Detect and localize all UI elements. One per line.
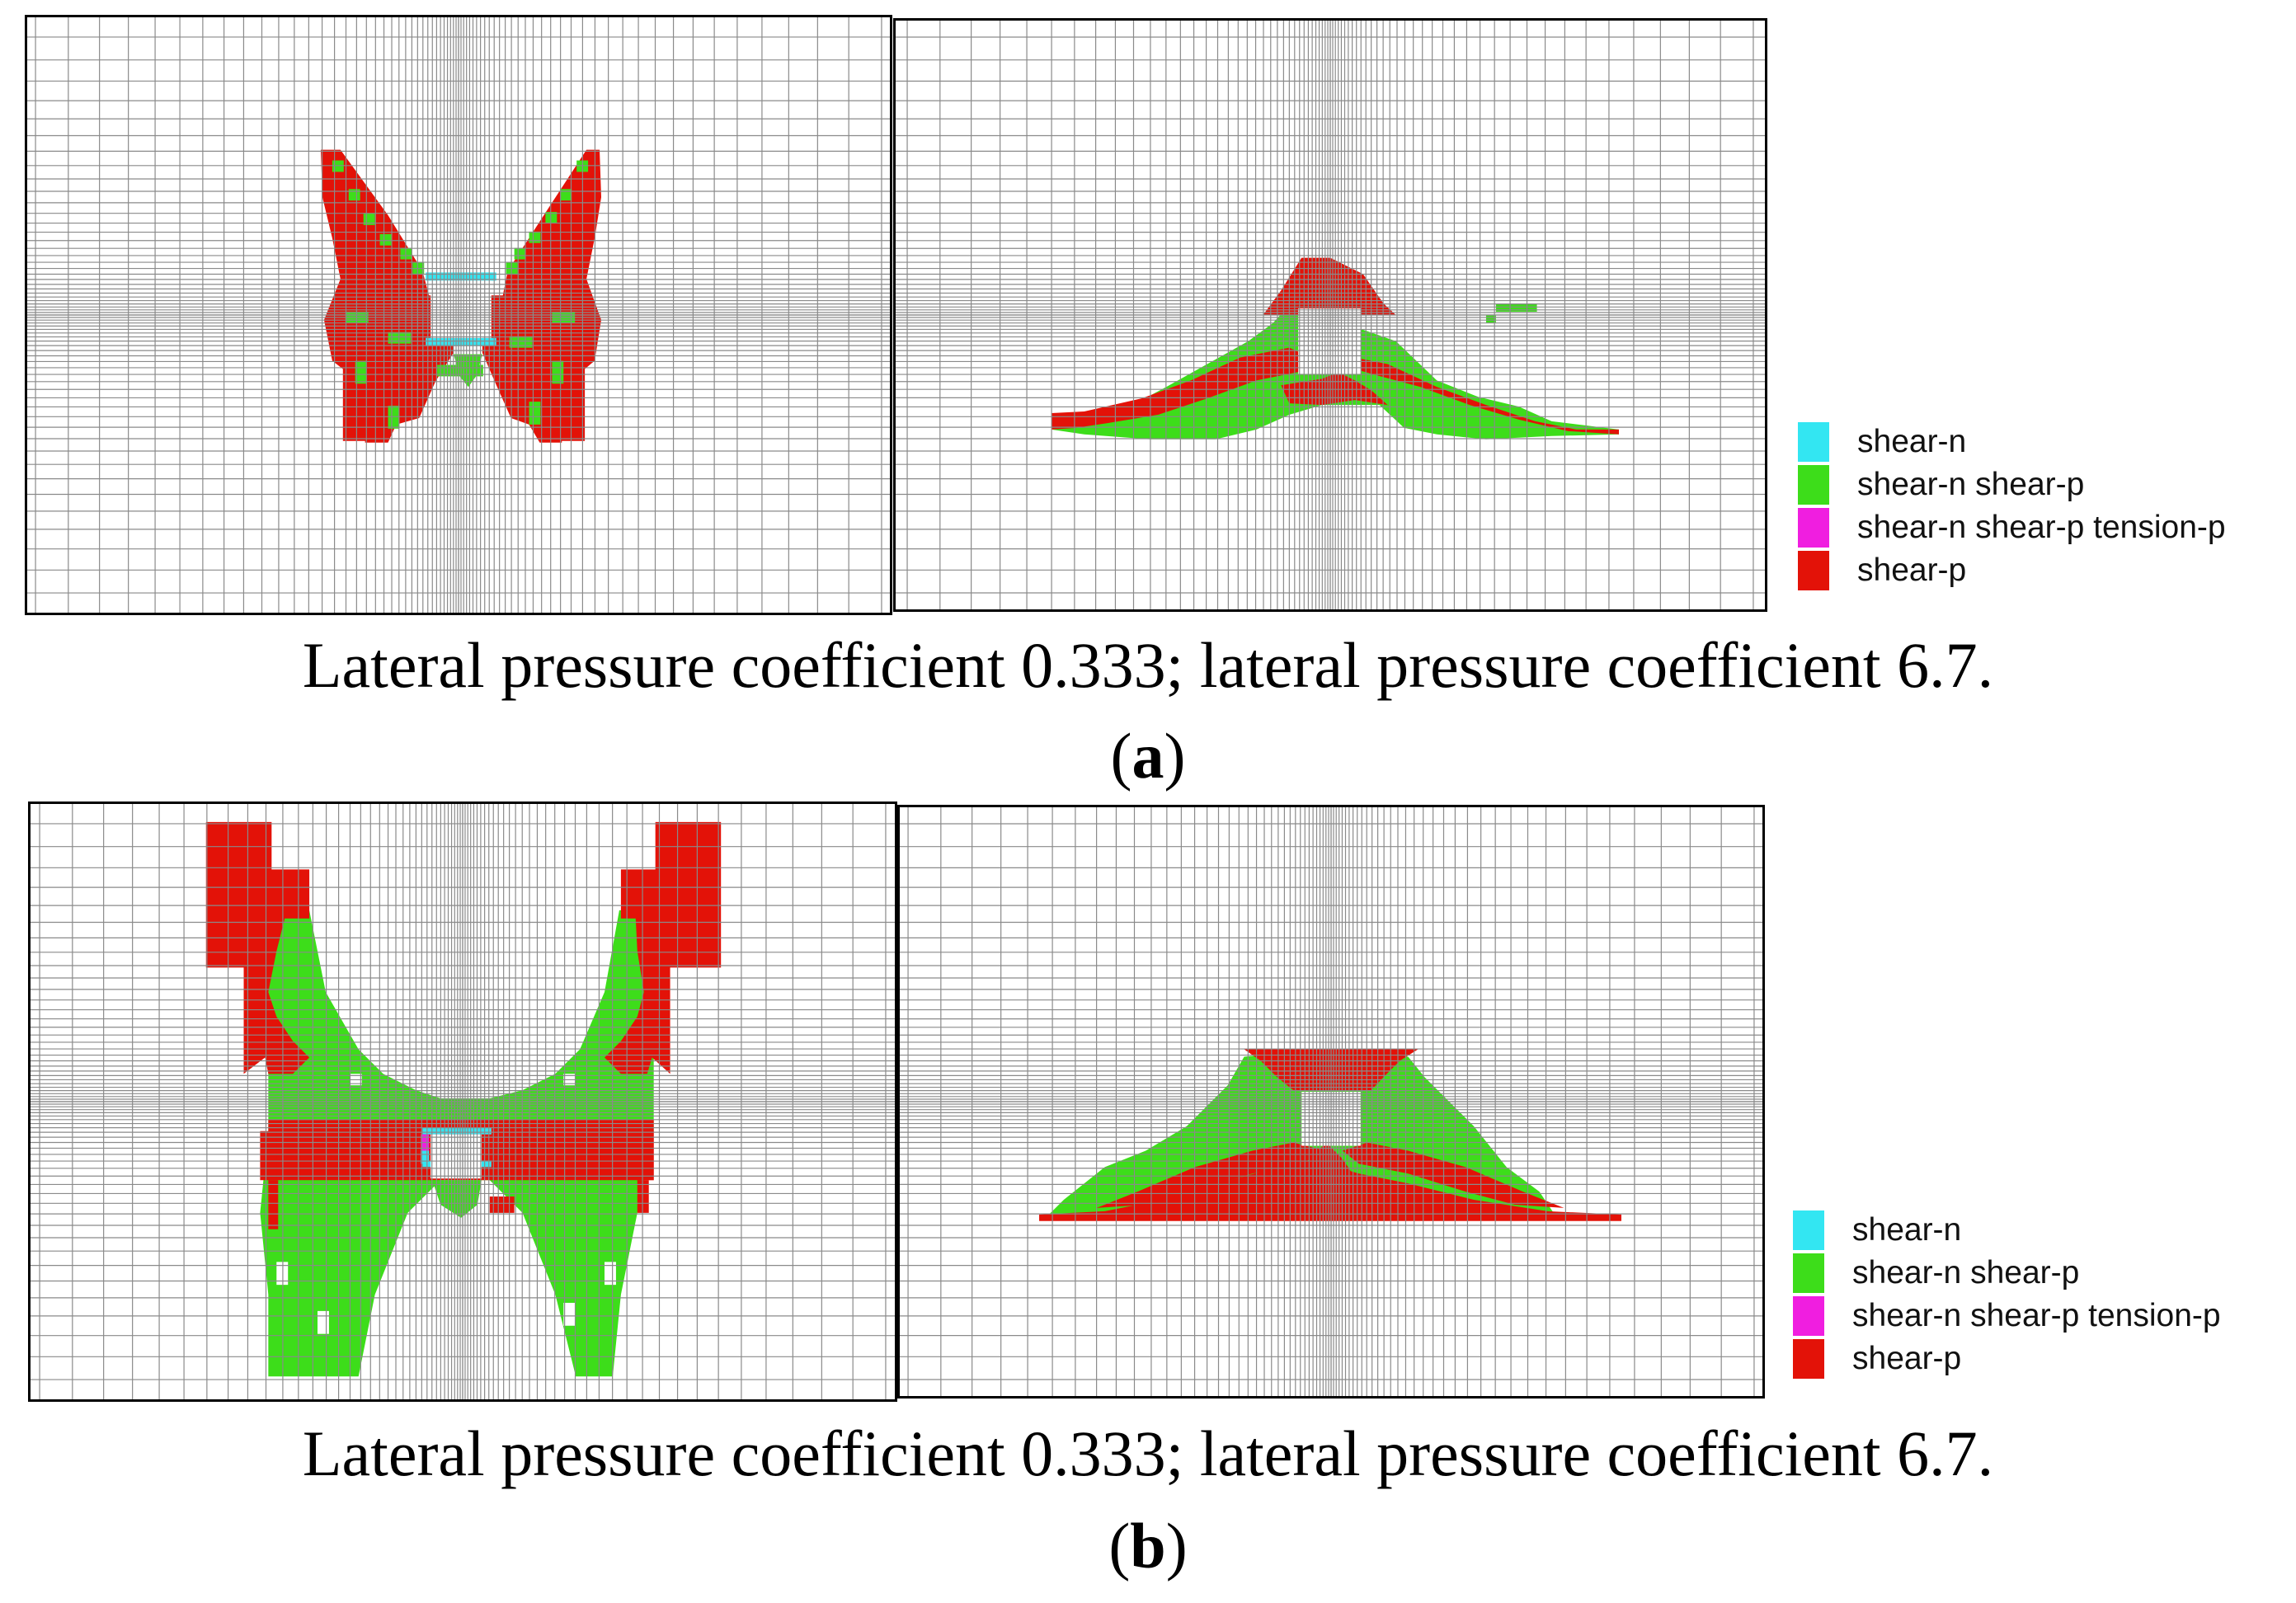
- mesh-hole: [605, 1262, 616, 1286]
- plastic-zone-shear-p: [489, 1196, 515, 1213]
- swatch-shear-p: [1793, 1339, 1824, 1379]
- mesh-b-left: [31, 804, 895, 1399]
- plastic-zone-shear-n-shear-p: [355, 360, 367, 384]
- swatch-shear-n-shear-p-tension-p: [1793, 1296, 1824, 1336]
- swatch-shear-n: [1798, 422, 1829, 462]
- legend-label: shear-p: [1852, 1341, 1962, 1376]
- plastic-zone-shear-n-shear-p: [529, 231, 541, 243]
- figure-tag-a: (a): [1110, 720, 1186, 792]
- plastic-zone-shear-p: [268, 1180, 279, 1229]
- figure-tag-letter: a: [1132, 720, 1164, 792]
- plastic-zone-shear-p: [637, 1180, 649, 1213]
- panel-a-left: [25, 15, 892, 615]
- mesh-b-right: [900, 807, 1762, 1396]
- caption-b: Lateral pressure coefficient 0.333; late…: [302, 1417, 1994, 1489]
- legend-label: shear-n shear-p: [1857, 467, 2085, 502]
- swatch-shear-n: [1793, 1210, 1824, 1250]
- plastic-zone-shear-p: [637, 1131, 654, 1181]
- legend-label: shear-n shear-p tension-p: [1852, 1298, 2221, 1333]
- plastic-zone-shear-p: [605, 821, 722, 1074]
- legend-label: shear-p: [1857, 552, 1967, 588]
- mesh-a-left: [27, 17, 890, 613]
- legend-label: shear-n shear-p: [1852, 1255, 2080, 1290]
- plastic-zone-shear-p: [260, 1131, 277, 1181]
- mesh-grid: [31, 804, 895, 1399]
- swatch-shear-n-shear-p-tension-p: [1798, 508, 1829, 548]
- plastic-zone-shear-n-shear-p: [545, 212, 558, 223]
- caption-a: Lateral pressure coefficient 0.333; late…: [302, 629, 1994, 701]
- plastic-zone-shear-n-shear-p: [388, 406, 400, 429]
- plastic-zone-shear-n-shear-p: [379, 233, 392, 246]
- panel-a-right: [893, 18, 1767, 612]
- mesh-grid: [900, 807, 1762, 1396]
- plastic-zone-shear-n-shear-p: [552, 360, 564, 384]
- legend-label: shear-n: [1852, 1212, 1962, 1248]
- plastic-zone-shear-n-shear-p: [560, 189, 572, 201]
- plastic-zone-shear-n-shear-p: [529, 402, 541, 425]
- mesh-hole: [318, 1310, 329, 1334]
- mesh-grid: [27, 17, 890, 613]
- mesh-a-right: [896, 21, 1765, 609]
- plastic-zone-shear-n: [421, 1150, 430, 1164]
- plastic-zone-shear-n-shear-p: [1495, 303, 1537, 313]
- figure-tag-b: (b): [1108, 1510, 1188, 1582]
- opening: [430, 1134, 482, 1179]
- legend-a: shear-n shear-n shear-p shear-n shear-p …: [1798, 421, 2293, 602]
- mesh-hole: [276, 1262, 289, 1286]
- plastic-zone-shear-n-shear-p: [509, 336, 533, 348]
- swatch-shear-n-shear-p: [1793, 1253, 1824, 1293]
- plastic-zone-shear-p: [1338, 357, 1620, 435]
- plastic-zone-shear-n-shear-p: [514, 247, 526, 260]
- swatch-shear-n-shear-p: [1798, 465, 1829, 505]
- legend-label: shear-n shear-p tension-p: [1857, 510, 2226, 545]
- figure-tag-letter: b: [1130, 1510, 1166, 1582]
- plastic-zone-shear-p: [1263, 257, 1396, 315]
- plastic-zone-shear-n-shear-p: [348, 189, 360, 201]
- mesh-grid: [896, 21, 1765, 609]
- plastic-zone-shear-n-shear-p: [332, 160, 344, 172]
- panel-b-left: [28, 802, 897, 1402]
- panel-b-right: [897, 805, 1765, 1399]
- plastic-zone-shear-p: [1096, 1142, 1327, 1208]
- plastic-zone-shear-p: [1039, 1160, 1621, 1221]
- legend-b: shear-n shear-n shear-p shear-n shear-p …: [1793, 1209, 2288, 1390]
- plastic-zone-shear-n-shear-p: [1485, 315, 1496, 323]
- mesh-hole: [563, 1302, 576, 1326]
- swatch-shear-p: [1798, 551, 1829, 590]
- plastic-zone-shear-p: [205, 821, 310, 1074]
- plastic-zone-shear-n: [422, 1127, 492, 1135]
- legend-label: shear-n: [1857, 424, 1967, 459]
